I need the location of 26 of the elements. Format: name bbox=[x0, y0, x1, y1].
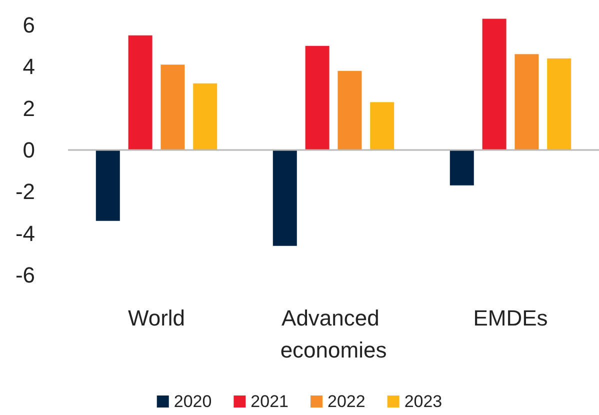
bar bbox=[514, 54, 539, 150]
bar bbox=[370, 102, 394, 150]
y-tick-label: 2 bbox=[22, 96, 35, 121]
legend-label: 2020 bbox=[174, 392, 212, 411]
legend-label: 2023 bbox=[404, 392, 442, 411]
y-tick-label: -6 bbox=[15, 262, 35, 288]
x-tick-label: World bbox=[128, 306, 186, 330]
bar bbox=[193, 83, 218, 150]
y-tick-label: 6 bbox=[22, 12, 35, 38]
y-tick-label: 4 bbox=[22, 54, 35, 80]
bar bbox=[482, 18, 506, 150]
bar bbox=[305, 46, 330, 150]
bar bbox=[96, 150, 120, 221]
bar bbox=[547, 58, 572, 150]
x-tick-label: Advanced economies bbox=[280, 306, 387, 362]
y-tick-label: 0 bbox=[22, 138, 35, 162]
y-tick-label: -4 bbox=[15, 220, 35, 246]
legend-label: 2022 bbox=[328, 392, 366, 411]
legend-label: 2021 bbox=[250, 392, 289, 411]
bar bbox=[272, 150, 297, 246]
bar bbox=[128, 35, 152, 150]
bar bbox=[450, 150, 474, 186]
bar bbox=[338, 70, 362, 150]
x-tick-label: EMDEs bbox=[473, 306, 548, 330]
bar bbox=[160, 64, 185, 150]
y-tick-label: -2 bbox=[15, 179, 35, 204]
